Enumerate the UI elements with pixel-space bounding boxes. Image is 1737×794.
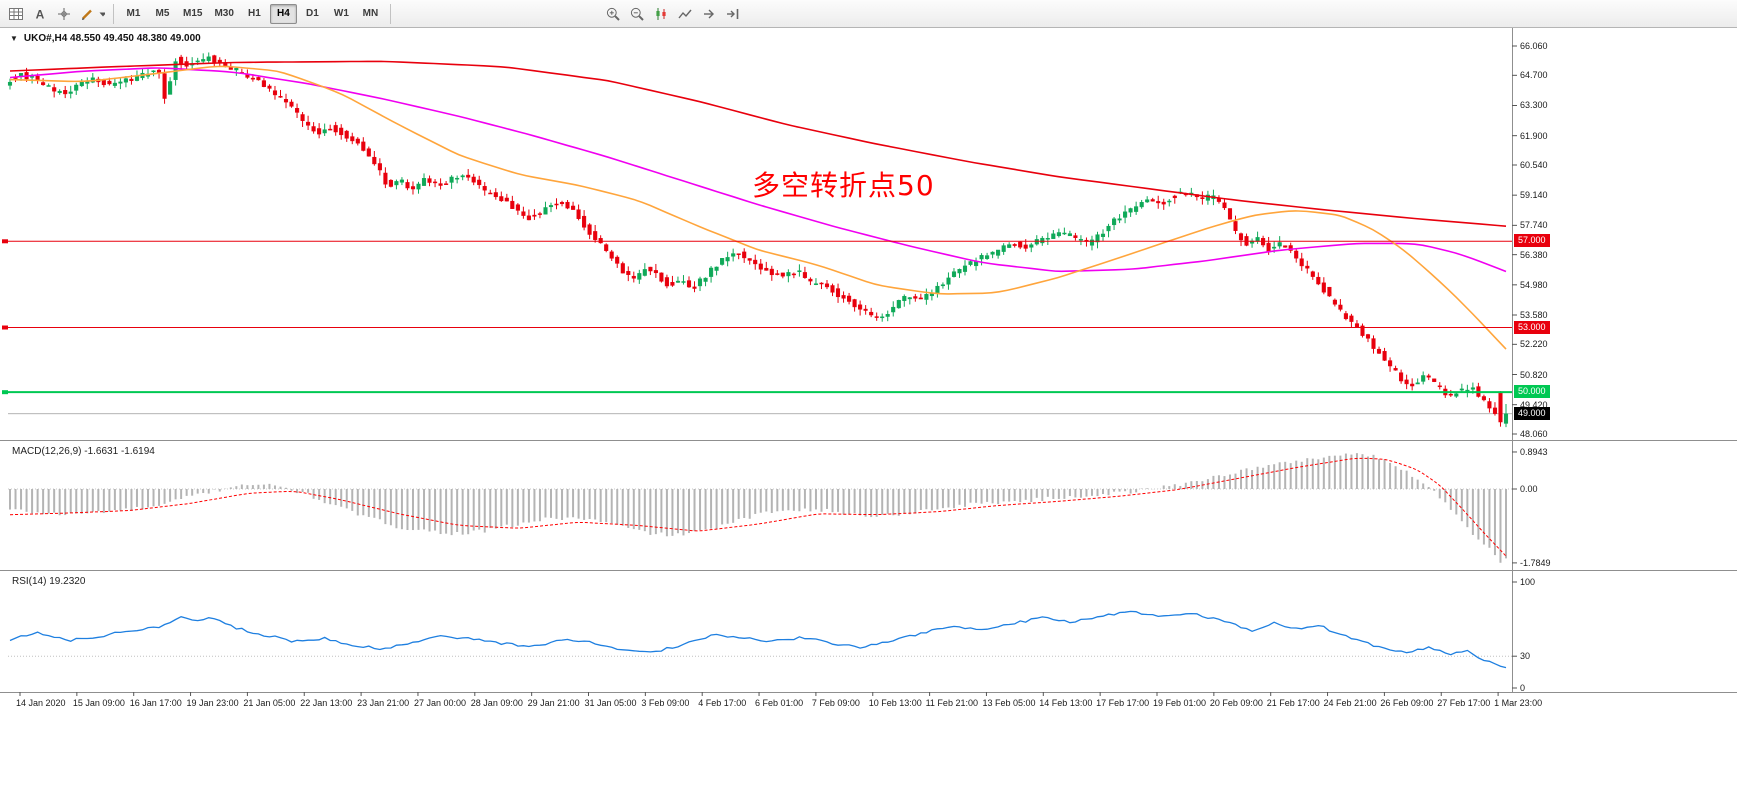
hline-50.000-anchor[interactable] xyxy=(2,390,8,395)
auto-scroll-button[interactable] xyxy=(697,3,721,25)
zoom-in-icon xyxy=(606,7,620,21)
timeframe-button-h1[interactable]: H1 xyxy=(248,8,261,19)
toolbar-separator xyxy=(113,3,114,24)
line-chart-icon xyxy=(678,9,692,18)
macd-indicator-label: MACD(12,26,9) -1.6631 -1.6194 xyxy=(12,446,155,457)
dropdown-chevron-icon xyxy=(99,12,105,16)
rsi-indicator-label: RSI(14) 19.2320 xyxy=(12,576,86,587)
price-scale-axis[interactable] xyxy=(1513,29,1737,692)
one-click-trading-arrow-icon[interactable]: ▼ xyxy=(10,34,18,43)
time-scale-axis[interactable] xyxy=(0,693,1512,713)
rsi-line xyxy=(9,610,1507,669)
timeframe-button-group: M1 M5 M15 M30 H1 H4 D1 W1 MN xyxy=(119,3,385,24)
hline-53.000-anchor[interactable] xyxy=(2,325,8,330)
chart-grid-icon xyxy=(9,7,23,20)
ma-fast-line[interactable] xyxy=(9,65,1507,350)
ma-slow-line[interactable] xyxy=(9,60,1507,227)
timeframe-button-m1[interactable]: M1 xyxy=(126,8,141,19)
timeframe-button-h4[interactable]: H4 xyxy=(269,3,297,24)
crosshair-button[interactable] xyxy=(52,3,76,25)
candlestick-series xyxy=(7,52,1509,428)
line-chart-button[interactable] xyxy=(673,3,697,25)
candlestick-chart-button[interactable] xyxy=(649,3,673,25)
svg-text:A: A xyxy=(36,7,45,21)
timeframe-button-m5[interactable]: M5 xyxy=(155,8,170,19)
timeframe-button-d1[interactable]: D1 xyxy=(306,8,319,19)
zoom-out-icon xyxy=(630,7,644,21)
toolbar-left-group: A xyxy=(4,3,108,25)
macd-signal-line xyxy=(9,457,1507,557)
macd-histogram xyxy=(9,453,1507,563)
toolbar-right-group xyxy=(601,3,745,25)
draw-tools-button[interactable] xyxy=(76,3,108,25)
crosshair-icon xyxy=(58,7,70,20)
chart-shift-icon xyxy=(726,8,739,19)
zoom-out-button[interactable] xyxy=(625,3,649,25)
draw-tools-icon xyxy=(82,9,92,20)
auto-scroll-icon xyxy=(703,9,714,18)
timeframe-button-w1[interactable]: W1 xyxy=(333,8,349,19)
timeframe-button-m30[interactable]: M30 xyxy=(214,8,234,19)
chart-title: ▼ UKO#,H4 48.550 49.450 48.380 49.000 xyxy=(10,33,201,44)
timeframe-button-mn[interactable]: MN xyxy=(362,8,379,19)
chart-annotation-text[interactable]: 多空转折点50 xyxy=(752,169,935,202)
chart-shift-button[interactable] xyxy=(721,3,745,25)
zoom-in-button[interactable] xyxy=(601,3,625,25)
hline-57.000-anchor[interactable] xyxy=(2,239,8,244)
symbol-ohlc-title: UKO#,H4 48.550 49.450 48.380 49.000 xyxy=(23,33,201,44)
text-tool-icon: A xyxy=(36,7,45,21)
timeframe-button-m15[interactable]: M15 xyxy=(183,8,203,19)
text-tool-button[interactable]: A xyxy=(28,3,52,25)
candlestick-chart-icon xyxy=(656,7,666,20)
main-toolbar: A M1 M5 M15 M30 H1 H4 D1 W1 MN xyxy=(0,0,1737,28)
chart-grid-button[interactable] xyxy=(4,3,28,25)
ma-medium-line[interactable] xyxy=(9,67,1507,273)
toolbar-separator xyxy=(389,3,391,24)
